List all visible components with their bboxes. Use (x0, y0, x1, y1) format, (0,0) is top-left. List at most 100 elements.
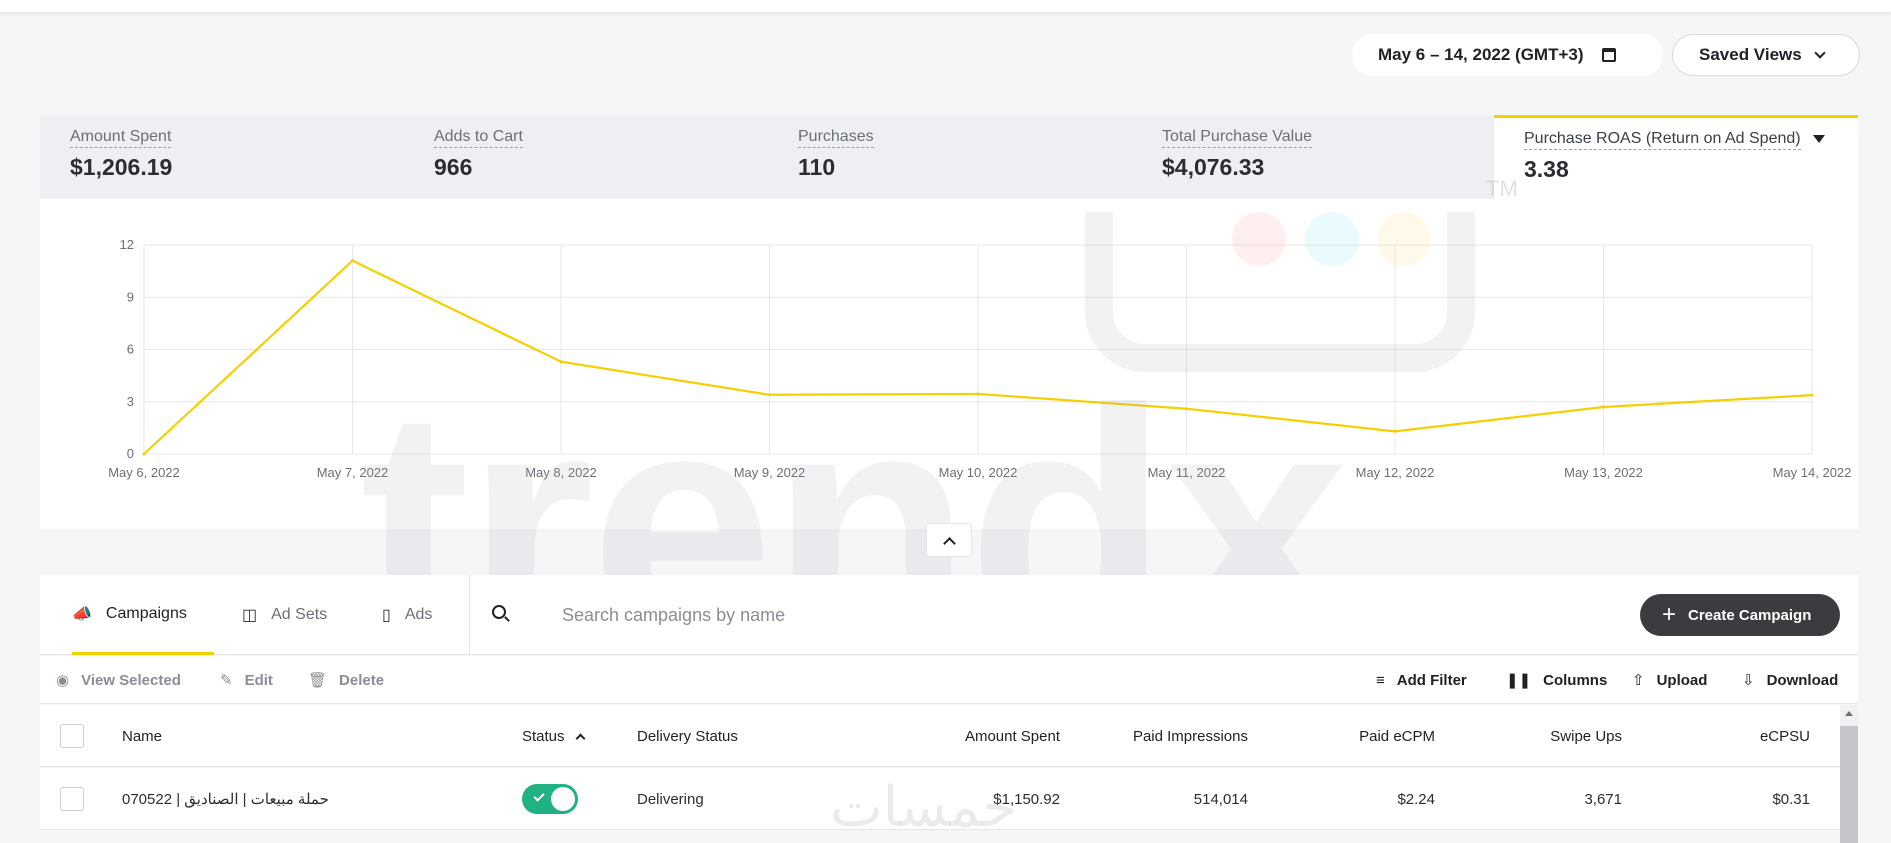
campaign-name-text: 070522 | حملة مبيعات | الصناديق (122, 791, 329, 808)
toggle-knob (551, 787, 575, 811)
x-tick-label: May 6, 2022 (108, 465, 180, 480)
filter-icon: ≡ (1376, 671, 1385, 689)
action-label: Add Filter (1396, 671, 1467, 689)
cell-value: $1,150.92 (993, 790, 1060, 808)
chevron-down-icon (1814, 46, 1826, 59)
metric-label: Total Purchase Value (1162, 128, 1313, 148)
action-label: Columns (1543, 671, 1608, 689)
delete-button[interactable]: 🗑 Delete (308, 656, 384, 704)
y-tick-label: 6 (127, 342, 134, 357)
upload-button[interactable]: ⇧ Upload (1632, 656, 1707, 704)
metric-value: 966 (434, 154, 473, 180)
add-filter-button[interactable]: ≡ Add Filter (1376, 656, 1467, 704)
roas-data-point (142, 452, 146, 456)
paid-impressions-cell: 514,014 (1050, 768, 1248, 830)
tab-label: Ads (404, 606, 433, 623)
metrics-summary-bar: Amount Spent $1,206.19 Adds to Cart 966 … (40, 115, 1858, 201)
paid-ecpm-cell: $2.24 (1240, 768, 1435, 830)
column-header-delivery-status[interactable]: Delivery Status (637, 705, 738, 767)
column-header-swipe-ups[interactable]: Swipe Ups (1440, 705, 1622, 767)
column-header-status[interactable]: Status (522, 705, 585, 767)
date-range-label: May 6 – 14, 2022 (GMT+3) (1378, 45, 1584, 64)
action-label: View Selected (81, 671, 181, 689)
sort-ascending-icon (575, 733, 585, 743)
table-header-row: Name Status Delivery Status Amount Spent… (40, 705, 1840, 767)
column-header-name[interactable]: Name (122, 705, 162, 767)
metric-value: $4,076.33 (1162, 154, 1265, 180)
ad-icon: ▯ (382, 607, 391, 624)
caret-down-icon[interactable] (1812, 134, 1825, 143)
roas-data-point (351, 259, 354, 263)
x-tick-label: May 12, 2022 (1356, 465, 1435, 480)
x-tick-label: May 11, 2022 (1148, 465, 1226, 480)
metric-value: 110 (798, 154, 836, 180)
table-row[interactable]: 070522 | حملة مبيعات | الصناديق Deliveri… (40, 768, 1840, 830)
create-campaign-button[interactable]: + Create Campaign (1640, 594, 1840, 636)
eye-icon: ◉ (56, 672, 70, 689)
metric-purchases[interactable]: Purchases 110 (798, 116, 1128, 199)
tab-ads[interactable]: ▯ Ads (382, 575, 462, 655)
metric-purchase-roas[interactable]: Purchase ROAS (Return on Ad Spend) 3.38 (1494, 115, 1858, 201)
status-toggle[interactable] (522, 784, 578, 814)
row-checkbox[interactable] (60, 787, 84, 811)
x-tick-label: May 9, 2022 (734, 465, 806, 480)
campaign-name[interactable]: 070522 | حملة مبيعات | الصناديق (122, 768, 329, 830)
table-scrollbar-thumb[interactable] (1840, 726, 1858, 843)
column-header-paid-ecpm[interactable]: Paid eCPM (1240, 705, 1435, 767)
collapse-chart-button[interactable] (926, 523, 972, 557)
action-label: Upload (1656, 671, 1708, 689)
delivery-status-text: Delivering (637, 790, 704, 808)
select-all-checkbox[interactable] (60, 724, 84, 748)
saved-views-dropdown[interactable]: Saved Views (1672, 34, 1860, 76)
search-input[interactable] (562, 597, 1162, 633)
metric-value: 3.38 (1524, 156, 1569, 182)
action-label: Delete (339, 671, 385, 689)
metric-label: Amount Spent (70, 128, 172, 148)
download-button[interactable]: ⇩ Download (1742, 656, 1838, 704)
roas-data-point (1185, 407, 1188, 411)
scroll-up-arrow-icon[interactable] (1845, 711, 1853, 716)
metric-total-purchase-value[interactable]: Total Purchase Value $4,076.33 (1162, 116, 1492, 199)
y-tick-label: 3 (127, 394, 134, 409)
pencil-icon: ✎ (220, 672, 233, 689)
column-label: Swipe Ups (1550, 727, 1622, 745)
calendar-icon (1601, 48, 1616, 62)
metric-amount-spent[interactable]: Amount Spent $1,206.19 (70, 116, 400, 199)
x-tick-label: May 10, 2022 (939, 465, 1018, 480)
entity-tabs-bar: 📣 Campaigns ◫ Ad Sets ▯ Ads + Create Cam… (40, 575, 1858, 655)
action-label: Download (1766, 671, 1839, 689)
view-selected-button[interactable]: ◉ View Selected (56, 656, 181, 704)
plus-icon: + (1662, 601, 1677, 628)
column-label: Name (122, 727, 163, 745)
metric-adds-to-cart[interactable]: Adds to Cart 966 (434, 116, 764, 199)
column-header-ecpsu[interactable]: eCPSU (1620, 705, 1810, 767)
action-label: Edit (244, 671, 273, 689)
tab-label: Campaigns (105, 604, 187, 622)
x-tick-label: May 13, 2022 (1564, 465, 1643, 480)
tab-campaigns[interactable]: 📣 Campaigns (72, 575, 214, 655)
metric-label: Purchases (798, 128, 874, 148)
x-tick-label: May 8, 2022 (525, 465, 597, 480)
roas-data-point (559, 360, 563, 364)
y-tick-label: 0 (127, 446, 134, 461)
edit-button[interactable]: ✎ Edit (220, 656, 273, 704)
tab-label: Ad Sets (271, 606, 328, 623)
columns-button[interactable]: ❚❚ Columns (1506, 656, 1607, 704)
tabs-divider (469, 575, 470, 655)
swipe-ups-cell: 3,671 (1440, 768, 1622, 830)
date-range-picker[interactable]: May 6 – 14, 2022 (GMT+3) (1352, 34, 1663, 76)
x-tick-label: May 14, 2022 (1773, 465, 1852, 480)
column-header-paid-impressions[interactable]: Paid Impressions (1050, 705, 1248, 767)
roas-data-point (976, 392, 980, 396)
ad-sets-icon: ◫ (242, 607, 258, 624)
y-tick-label: 12 (120, 237, 134, 252)
metric-value: $1,206.19 (70, 154, 173, 180)
roas-data-point (1602, 405, 1605, 409)
table-actions-bar: ◉ View Selected ✎ Edit 🗑 Delete ≡ Add Fi… (40, 656, 1858, 704)
tab-ad-sets[interactable]: ◫ Ad Sets (242, 575, 352, 655)
column-header-amount-spent[interactable]: Amount Spent (840, 705, 1060, 767)
ecpsu-cell: $0.31 (1620, 768, 1810, 830)
column-label: Paid Impressions (1132, 727, 1248, 745)
create-campaign-label: Create Campaign (1688, 606, 1812, 624)
roas-data-point (768, 393, 771, 397)
